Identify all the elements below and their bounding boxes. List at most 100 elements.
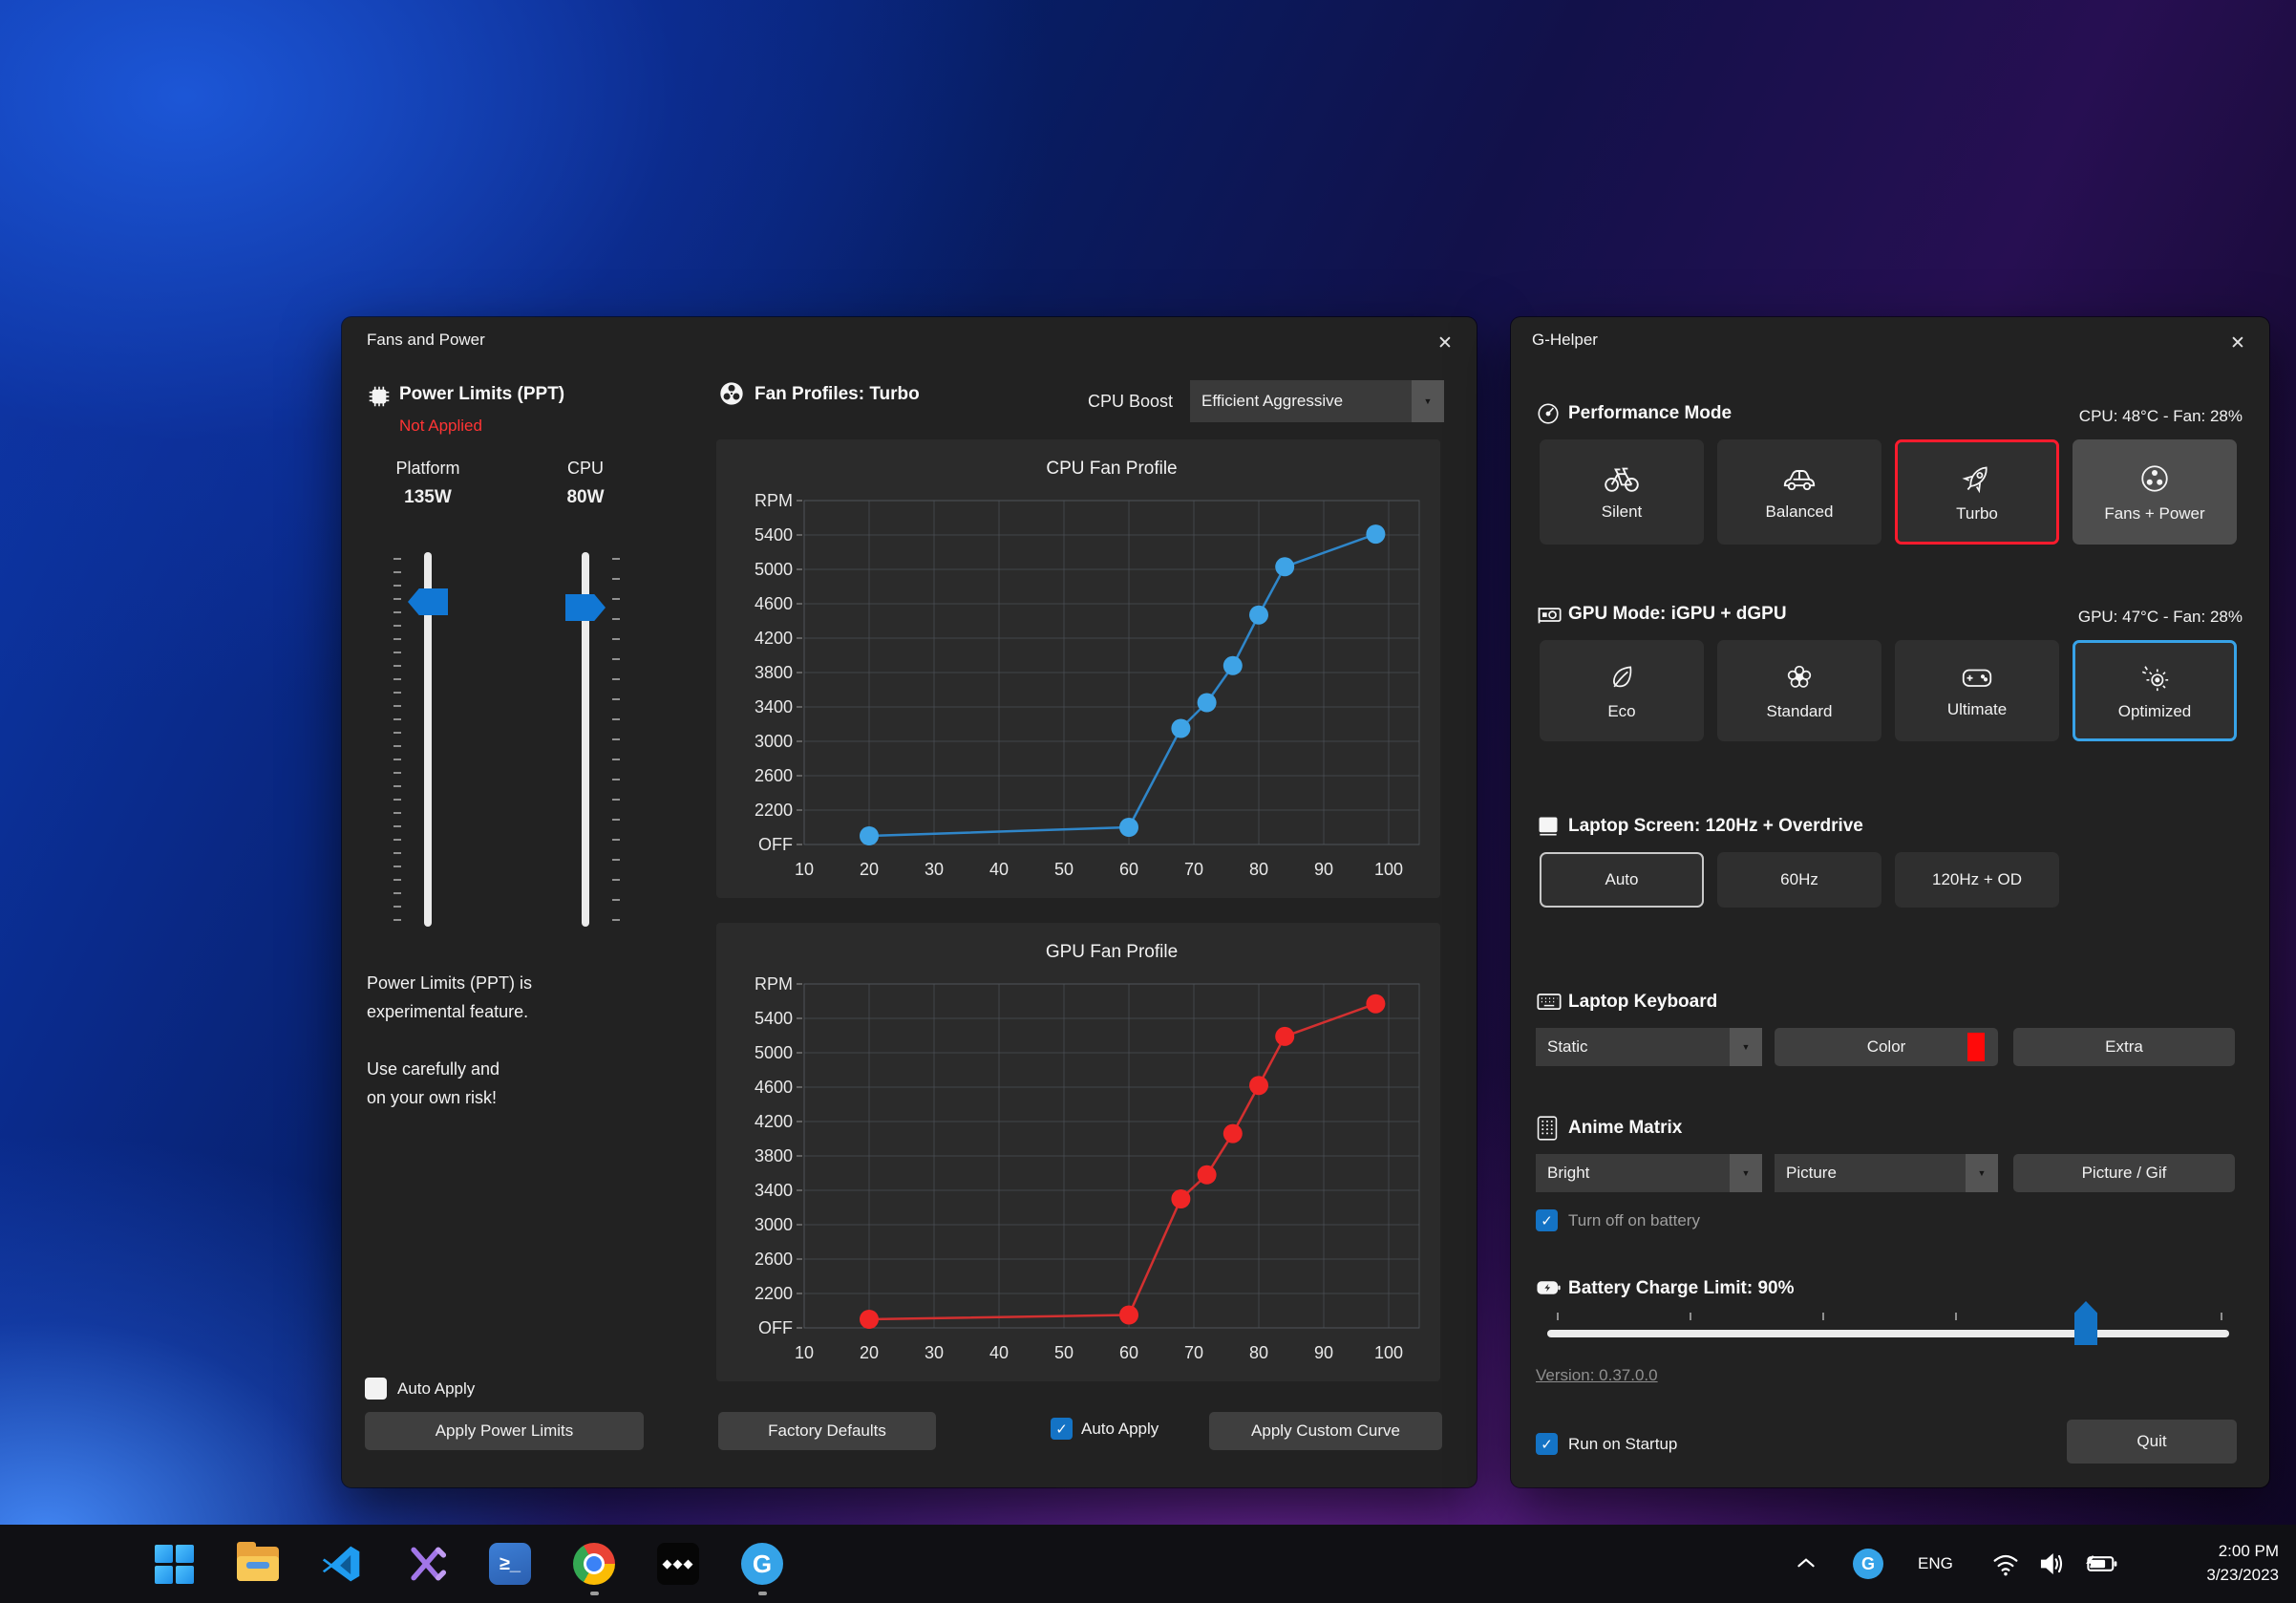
- screen-auto-button[interactable]: Auto: [1540, 852, 1704, 908]
- ghelper-tray-icon: G: [1853, 1549, 1883, 1579]
- rocket-icon: [1960, 461, 1994, 496]
- clock[interactable]: 2:00 PM 3/23/2023: [2206, 1539, 2279, 1587]
- matrix-icon: [1536, 1116, 1559, 1141]
- ghelper-window: G-Helper ✕ Performance Mode CPU: 48°C - …: [1511, 317, 2269, 1487]
- tray-overflow-button[interactable]: [1794, 1525, 1818, 1603]
- chevron-down-icon[interactable]: ▼: [1730, 1154, 1762, 1192]
- auto-apply-power-checkbox[interactable]: [365, 1378, 387, 1400]
- cpu-power-slider[interactable]: [582, 552, 589, 927]
- wifi-icon: [1990, 1550, 2021, 1578]
- chevron-up-icon: [1794, 1551, 1818, 1576]
- keyboard-color-button[interactable]: Color: [1775, 1028, 1998, 1066]
- ghelper-taskbar-button[interactable]: G: [732, 1533, 793, 1594]
- platform-power-slider[interactable]: [424, 552, 432, 927]
- cpu-boost-dropdown[interactable]: Efficient Aggressive ▼: [1190, 380, 1444, 422]
- mode-turbo-button[interactable]: Turbo: [1895, 439, 2059, 545]
- fans-and-power-window: Fans and Power ✕ Power Limits (PPT) Not …: [342, 317, 1477, 1487]
- keyboard-mode-dropdown[interactable]: Static ▼: [1536, 1028, 1762, 1066]
- close-button[interactable]: ✕: [2220, 327, 2256, 359]
- volume-button[interactable]: [2036, 1525, 2067, 1603]
- cpu-temp-status: CPU: 48°C - Fan: 28%: [2078, 407, 2243, 425]
- check-icon: ✓: [1541, 1436, 1553, 1453]
- quit-button[interactable]: Quit: [2067, 1420, 2237, 1464]
- cpu-slider-thumb[interactable]: [565, 594, 606, 621]
- cpu-value: 80W: [566, 487, 605, 507]
- file-explorer-button[interactable]: [227, 1533, 288, 1594]
- keyboard-mode-value: Static: [1547, 1037, 1588, 1056]
- visual-studio-icon: [405, 1543, 447, 1585]
- experimental-note: Power Limits (PPT) is experimental featu…: [367, 973, 533, 1107]
- battery-slider-ticks: [1557, 1313, 2222, 1320]
- fan-icon: [2137, 461, 2172, 496]
- screen-60hz-button[interactable]: 60Hz: [1717, 852, 1881, 908]
- run-on-startup-checkbox[interactable]: ✓: [1536, 1433, 1558, 1455]
- battery-slider-thumb[interactable]: [2074, 1301, 2097, 1345]
- battery-charge-slider[interactable]: [1547, 1330, 2229, 1337]
- fans-window-title: Fans and Power: [367, 331, 485, 349]
- svg-text:3000: 3000: [755, 1215, 793, 1234]
- terminal-button[interactable]: ≥_: [479, 1533, 541, 1594]
- chevron-down-icon[interactable]: ▼: [1412, 380, 1444, 422]
- running-indicator: [758, 1592, 767, 1595]
- flower-icon: [1783, 661, 1816, 694]
- svg-text:3800: 3800: [755, 663, 793, 682]
- visual-studio-button[interactable]: [395, 1533, 457, 1594]
- start-button[interactable]: [143, 1533, 204, 1594]
- gamepad-icon: [1960, 663, 1994, 692]
- screen-120hz-od-button[interactable]: 120Hz + OD: [1895, 852, 2059, 908]
- taskbar: ≥_ ◆◆◆ G G ENG: [0, 1525, 2296, 1603]
- vscode-button[interactable]: [311, 1533, 372, 1594]
- gpu-optimized-button[interactable]: Optimized: [2073, 640, 2237, 741]
- mode-balanced-button[interactable]: Balanced: [1717, 439, 1881, 545]
- platform-slider-thumb[interactable]: [408, 588, 448, 615]
- check-icon: ✓: [1541, 1212, 1553, 1229]
- anime-brightness-value: Bright: [1547, 1164, 1590, 1182]
- factory-defaults-button[interactable]: Factory Defaults: [718, 1412, 936, 1450]
- close-icon: ✕: [2230, 332, 2245, 353]
- wifi-button[interactable]: [1990, 1525, 2021, 1603]
- anime-picture-gif-button[interactable]: Picture / Gif: [2013, 1154, 2235, 1192]
- apply-power-limits-button[interactable]: Apply Power Limits: [365, 1412, 644, 1450]
- gpu-ultimate-button[interactable]: Ultimate: [1895, 640, 2059, 741]
- auto-apply-curve-label: Auto Apply: [1081, 1420, 1159, 1438]
- car-icon: [1780, 463, 1818, 494]
- mode-label: Eco: [1607, 701, 1636, 720]
- language-indicator[interactable]: ENG: [1918, 1554, 1953, 1572]
- mode-fans-power-button[interactable]: Fans + Power: [2073, 439, 2237, 545]
- gpu-fan-curve-chart[interactable]: 10 20 30 40 50 60 70 80 90 100 RPM 5400 5000 4600 4200…: [716, 923, 1440, 1381]
- auto-apply-power-label: Auto Apply: [397, 1379, 476, 1398]
- ghelper-window-title: G-Helper: [1532, 331, 1598, 349]
- mode-label: Silent: [1601, 502, 1643, 521]
- tidal-button[interactable]: ◆◆◆: [648, 1533, 709, 1594]
- keyboard-extra-button[interactable]: Extra: [2013, 1028, 2235, 1066]
- gpu-eco-button[interactable]: Eco: [1540, 640, 1704, 741]
- time: 2:00 PM: [2218, 1542, 2279, 1560]
- svg-text:10: 10: [795, 860, 814, 879]
- color-swatch: [1967, 1033, 1985, 1061]
- chevron-down-icon[interactable]: ▼: [1730, 1028, 1762, 1066]
- gpu-standard-button[interactable]: Standard: [1717, 640, 1881, 741]
- svg-text:90: 90: [1314, 860, 1333, 879]
- svg-text:40: 40: [989, 1343, 1009, 1362]
- chevron-down-icon[interactable]: ▼: [1966, 1154, 1998, 1192]
- turn-off-on-battery-checkbox[interactable]: ✓: [1536, 1209, 1558, 1231]
- cpu-fan-curve-chart[interactable]: 10 20 30 40 50 60 70 80 90 100 RPM 5400 5000 4600 4200…: [716, 439, 1440, 898]
- cpu-label: CPU: [566, 459, 604, 478]
- anime-mode-dropdown[interactable]: Picture ▼: [1775, 1154, 1998, 1192]
- chip-icon: [367, 384, 392, 409]
- svg-text:3400: 3400: [755, 697, 793, 716]
- svg-text:3400: 3400: [755, 1181, 793, 1200]
- apply-custom-curve-button[interactable]: Apply Custom Curve: [1209, 1412, 1442, 1450]
- svg-text:3800: 3800: [755, 1146, 793, 1165]
- svg-text:50: 50: [1054, 860, 1074, 879]
- close-button[interactable]: ✕: [1427, 327, 1463, 359]
- svg-text:80: 80: [1249, 1343, 1268, 1362]
- anime-brightness-dropdown[interactable]: Bright ▼: [1536, 1154, 1762, 1192]
- ghelper-tray-button[interactable]: G: [1853, 1525, 1883, 1603]
- version-link[interactable]: Version: 0.37.0.0: [1536, 1366, 1658, 1384]
- battery-tray-button[interactable]: [2084, 1525, 2118, 1603]
- platform-value: 135W: [404, 487, 452, 507]
- chrome-button[interactable]: [563, 1533, 625, 1594]
- auto-apply-curve-checkbox[interactable]: ✓: [1051, 1418, 1073, 1440]
- mode-silent-button[interactable]: Silent: [1540, 439, 1704, 545]
